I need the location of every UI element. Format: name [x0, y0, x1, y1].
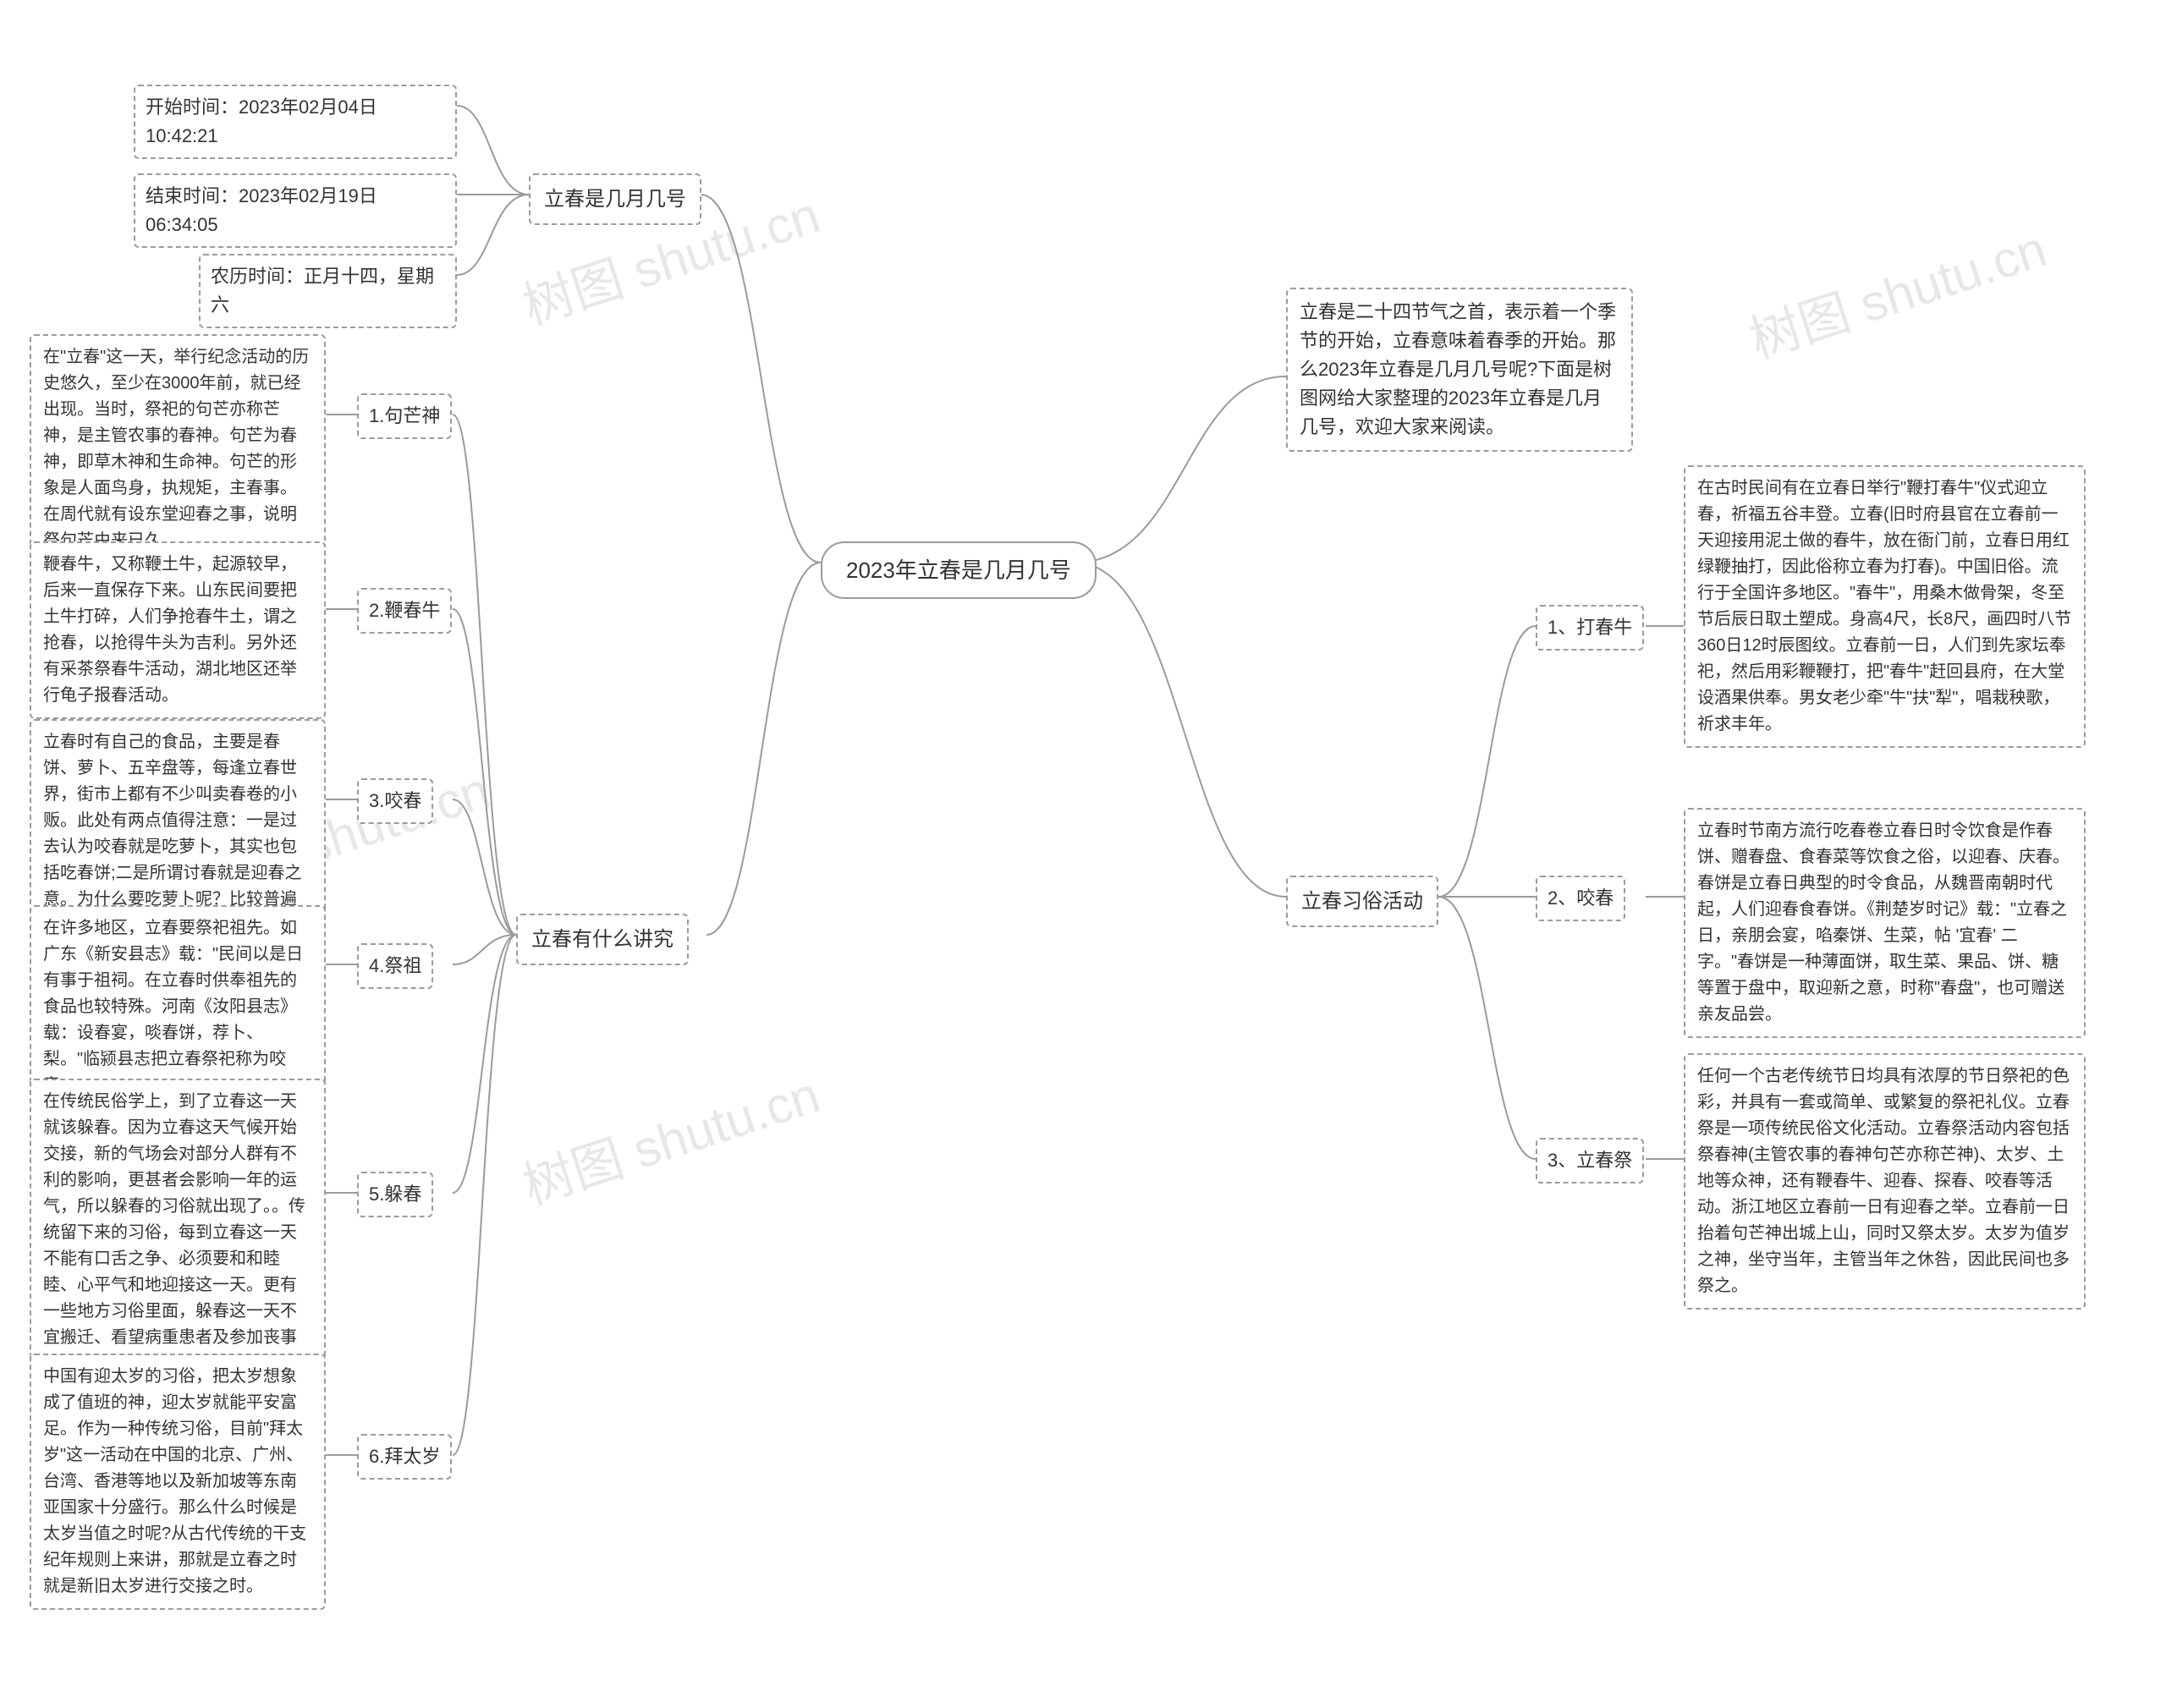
particular-2-label[interactable]: 2.鞭春牛 [357, 588, 452, 634]
particular-3-label[interactable]: 3.咬春 [357, 778, 433, 824]
watermark: 树图 shutu.cn [512, 1054, 827, 1219]
branch-customs[interactable]: 立春习俗活动 [1286, 876, 1438, 927]
date-item-end[interactable]: 结束时间：2023年02月19日 06:34:05 [134, 173, 457, 248]
branch-dates[interactable]: 立春是几月几号 [529, 173, 701, 225]
customs-item-2-label[interactable]: 2、咬春 [1536, 876, 1625, 921]
branch-particulars[interactable]: 立春有什么讲究 [516, 914, 689, 965]
particular-5-label[interactable]: 5.躲春 [357, 1172, 433, 1217]
customs-item-3-label[interactable]: 3、立春祭 [1536, 1138, 1644, 1184]
customs-item-1-label[interactable]: 1、打春牛 [1536, 605, 1644, 651]
watermark: 树图 shutu.cn [1739, 208, 2054, 373]
customs-item-3-text[interactable]: 任何一个古老传统节日均具有浓厚的节日祭祀的色彩，并具有一套或简单、或繁复的祭祀礼… [1684, 1053, 2086, 1310]
intro-box[interactable]: 立春是二十四节气之首，表示着一个季节的开始，立春意味着春季的开始。那么2023年… [1286, 288, 1633, 452]
central-topic[interactable]: 2023年立春是几月几号 [821, 541, 1097, 599]
customs-item-2-text[interactable]: 立春时节南方流行吃春卷立春日时令饮食是作春饼、赠春盘、食春菜等饮食之俗，以迎春、… [1684, 808, 2086, 1038]
particular-1-text[interactable]: 在"立春"这一天，举行纪念活动的历史悠久，至少在3000年前，就已经出现。当时，… [30, 334, 326, 564]
particular-2-text[interactable]: 鞭春牛，又称鞭土牛，起源较早，后来一直保存下来。山东民间要把土牛打碎，人们争抢春… [30, 541, 326, 719]
customs-item-1-text[interactable]: 在古时民间有在立春日举行"鞭打春牛"仪式迎立春，祈福五谷丰登。立春(旧时府县官在… [1684, 465, 2086, 748]
date-item-lunar[interactable]: 农历时间：正月十四，星期六 [199, 254, 457, 328]
particular-1-label[interactable]: 1.句芒神 [357, 393, 452, 439]
particular-6-text[interactable]: 中国有迎太岁的习俗，把太岁想象成了值班的神，迎太岁就能平安富足。作为一种传统习俗… [30, 1354, 326, 1610]
particular-4-label[interactable]: 4.祭祖 [357, 943, 433, 989]
particular-6-label[interactable]: 6.拜太岁 [357, 1434, 452, 1480]
date-item-start[interactable]: 开始时间：2023年02月04日 10:42:21 [134, 85, 457, 159]
